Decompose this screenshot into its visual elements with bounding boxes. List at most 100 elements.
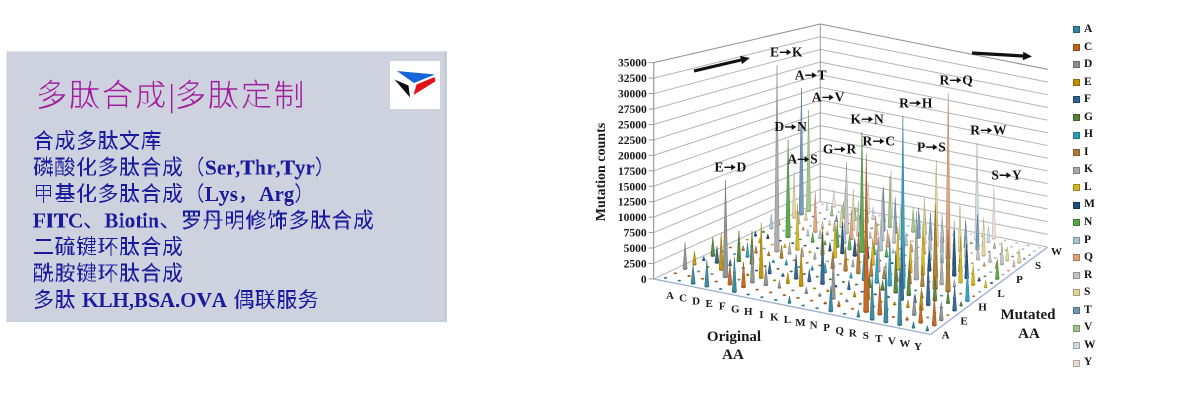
cone-body <box>853 256 857 257</box>
peak-label-to: K <box>792 45 803 60</box>
floor-dot-M-C <box>810 300 813 301</box>
cone-body <box>898 325 902 326</box>
value-tick-label: 2500 <box>624 258 647 270</box>
peak-label-to: Q <box>962 73 973 88</box>
original-letter-S: S <box>863 330 869 342</box>
legend-item-C[interactable]: C <box>1073 39 1096 57</box>
cone-body <box>788 254 791 255</box>
cone-body <box>970 243 973 244</box>
cone-body <box>856 273 860 274</box>
original-letter-T: T <box>875 333 883 345</box>
legend-label: F <box>1084 94 1091 106</box>
floor-dot-Q-A <box>843 313 846 314</box>
legend-label: Y <box>1084 357 1092 369</box>
floor-dot-E-M <box>791 243 794 244</box>
mutated-letter-A: A <box>942 330 950 342</box>
floor-dot-H-C <box>756 289 759 290</box>
legend-item-Q[interactable]: Q <box>1073 249 1096 267</box>
cone-body <box>826 234 829 235</box>
cone-body <box>926 305 930 306</box>
legend-item-N[interactable]: N <box>1073 214 1096 232</box>
original-axis-title-line1: Original <box>707 329 761 345</box>
legend-swatch-K <box>1073 167 1080 174</box>
legend-item-E[interactable]: E <box>1073 74 1096 92</box>
legend-item-Y[interactable]: Y <box>1073 354 1096 372</box>
legend-label: N <box>1084 217 1092 229</box>
value-tick-label: 20000 <box>618 150 647 162</box>
floor-dot-Y-M <box>990 282 993 283</box>
legend-label: C <box>1084 42 1092 54</box>
cone-body <box>912 315 916 316</box>
legend-swatch-N <box>1073 219 1080 226</box>
cone-body <box>845 301 848 302</box>
legend-label: A <box>1084 24 1092 36</box>
legend-item-V[interactable]: V <box>1073 319 1096 337</box>
cone-body <box>785 265 788 266</box>
cone-body <box>983 266 986 267</box>
legend-item-F[interactable]: F <box>1073 91 1096 109</box>
original-letter-Q: Q <box>835 325 844 337</box>
legend-item-P[interactable]: P <box>1073 232 1096 250</box>
legend-item-L[interactable]: L <box>1073 179 1096 197</box>
floor-dot-K-A <box>774 299 777 300</box>
cone-body <box>844 271 848 272</box>
cone-body <box>984 287 987 288</box>
cone-body <box>746 257 749 258</box>
floor-dot-D-R <box>809 225 812 226</box>
floor-dot-T-W <box>999 244 1002 245</box>
cone-body <box>982 256 986 257</box>
floor-dot-K-K <box>839 263 842 264</box>
cone-body <box>888 285 892 286</box>
value-tick-label: 30000 <box>618 89 647 101</box>
original-letter-M: M <box>795 317 806 329</box>
floor-dot-G-Y <box>878 215 881 216</box>
cone-body <box>869 238 872 239</box>
cone-body <box>828 225 831 226</box>
legend-label: D <box>1084 59 1092 71</box>
cone-body <box>799 214 803 215</box>
value-tick-label: 22500 <box>618 135 647 147</box>
legend-swatch-A <box>1073 26 1080 33</box>
legend-item-G[interactable]: G <box>1073 109 1096 127</box>
cone-body <box>728 284 732 285</box>
cone-body <box>829 251 832 252</box>
legend-item-H[interactable]: H <box>1073 126 1096 144</box>
mutated-letter-P: P <box>1016 274 1023 286</box>
legend-item-M[interactable]: M <box>1073 196 1096 214</box>
cone-body <box>741 287 745 288</box>
cone-body <box>750 282 754 283</box>
cone-body <box>811 270 814 271</box>
legend-swatch-Y <box>1073 360 1080 367</box>
floor-dot-E-C <box>715 281 718 282</box>
floor-dot-S-S <box>970 253 973 254</box>
floor-dot-D-D <box>710 273 713 274</box>
original-letter-L: L <box>784 314 791 326</box>
legend-item-K[interactable]: K <box>1073 161 1096 179</box>
legend-swatch-E <box>1073 79 1080 86</box>
cone-body <box>872 219 875 220</box>
cone-body <box>851 266 854 267</box>
legend-item-W[interactable]: W <box>1073 337 1096 355</box>
floor-dot-N-G <box>855 284 858 285</box>
legend-label: M <box>1084 199 1095 211</box>
legend-item-T[interactable]: T <box>1073 302 1096 320</box>
legend-item-R[interactable]: R <box>1073 267 1096 285</box>
legend-item-S[interactable]: S <box>1073 284 1096 302</box>
cone-body <box>1027 245 1030 246</box>
cone-body <box>755 253 758 254</box>
legend-label: H <box>1084 129 1093 141</box>
cone-body <box>723 277 728 278</box>
legend-swatch-I <box>1073 149 1080 156</box>
floor-dot-M-A <box>802 305 805 306</box>
cone-body <box>875 283 879 284</box>
legend-item-A[interactable]: A <box>1073 21 1096 39</box>
cone-body <box>953 310 957 311</box>
legend-item-I[interactable]: I <box>1073 144 1096 162</box>
peak-label-from: R <box>899 95 909 110</box>
cone-body <box>719 270 723 271</box>
floor-dot-Y-T <box>1023 258 1026 259</box>
legend-item-D[interactable]: D <box>1073 56 1096 74</box>
peak-label-from: G <box>823 142 834 157</box>
cone-body <box>988 262 991 263</box>
